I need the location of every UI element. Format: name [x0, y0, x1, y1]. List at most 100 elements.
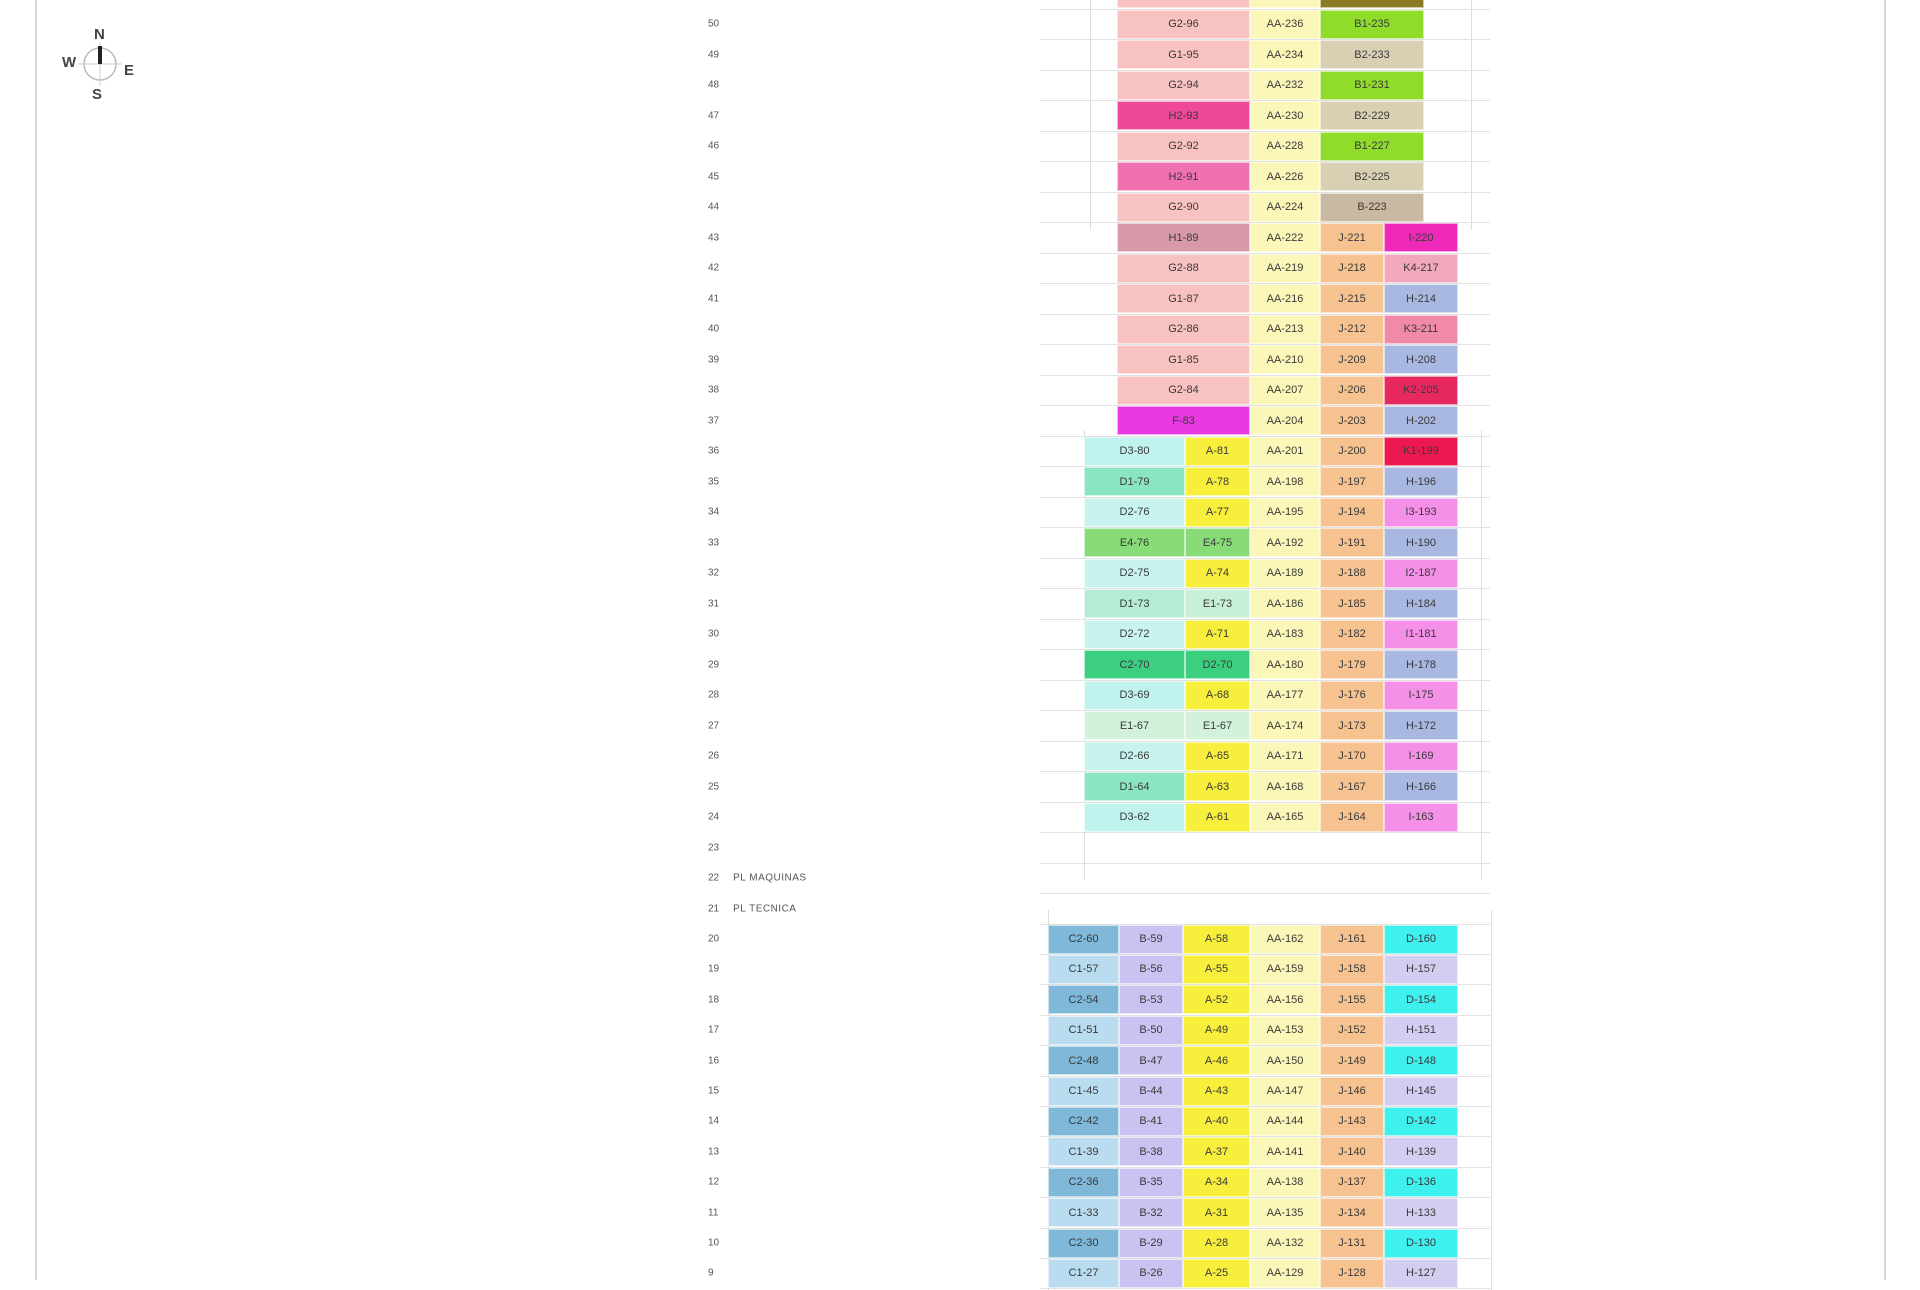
- unit-cell[interactable]: C1-33: [1048, 1198, 1119, 1228]
- unit-cell[interactable]: AA-189: [1250, 558, 1320, 588]
- unit-cell[interactable]: I-163: [1384, 802, 1458, 832]
- unit-cell[interactable]: H-196: [1384, 467, 1458, 496]
- unit-cell[interactable]: J-179: [1320, 650, 1384, 679]
- unit-cell[interactable]: AA-129: [1250, 1258, 1320, 1288]
- unit-cell[interactable]: AA-153: [1250, 1015, 1320, 1045]
- unit-cell[interactable]: J-134: [1320, 1198, 1384, 1228]
- unit-cell[interactable]: AA-236: [1250, 9, 1320, 39]
- unit-cell[interactable]: B-50: [1119, 1015, 1183, 1045]
- unit-cell[interactable]: H-157: [1384, 954, 1458, 984]
- unit-cell[interactable]: AA-195: [1250, 497, 1320, 527]
- unit-cell[interactable]: A-65: [1185, 741, 1250, 771]
- unit-cell[interactable]: G1-87: [1117, 284, 1250, 313]
- unit-cell[interactable]: H-178: [1384, 650, 1458, 679]
- unit-cell[interactable]: AA-150: [1250, 1046, 1320, 1076]
- unit-cell[interactable]: J-221: [1320, 223, 1384, 252]
- unit-cell[interactable]: J-143: [1320, 1106, 1384, 1136]
- unit-cell[interactable]: D-160: [1384, 924, 1458, 954]
- unit-cell[interactable]: J-176: [1320, 680, 1384, 710]
- unit-cell[interactable]: B1-227: [1320, 131, 1424, 161]
- unit-cell[interactable]: J-149: [1320, 1046, 1384, 1076]
- unit-cell[interactable]: H-127: [1384, 1258, 1458, 1288]
- unit-cell[interactable]: H-166: [1384, 772, 1458, 801]
- unit-cell[interactable]: B2-233: [1320, 40, 1424, 69]
- unit-cell[interactable]: AA-171: [1250, 741, 1320, 771]
- unit-cell[interactable]: E4-76: [1084, 528, 1185, 557]
- unit-cell[interactable]: AA-210: [1250, 345, 1320, 374]
- unit-cell[interactable]: C1-45: [1048, 1076, 1119, 1106]
- unit-cell[interactable]: AA-162: [1250, 924, 1320, 954]
- unit-cell[interactable]: A-58: [1183, 924, 1250, 954]
- unit-cell[interactable]: AA-165: [1250, 802, 1320, 832]
- unit-cell[interactable]: B-38: [1119, 1137, 1183, 1167]
- unit-cell[interactable]: J-209: [1320, 345, 1384, 374]
- unit-cell[interactable]: B-35: [1119, 1167, 1183, 1197]
- unit-cell[interactable]: AA-141: [1250, 1137, 1320, 1167]
- unit-cell[interactable]: I-175: [1384, 680, 1458, 710]
- unit-cell[interactable]: D3-80: [1084, 436, 1185, 466]
- unit-cell[interactable]: A-78: [1185, 467, 1250, 496]
- unit-cell[interactable]: D1-64: [1084, 772, 1185, 801]
- unit-cell[interactable]: AA-138: [1250, 1167, 1320, 1197]
- unit-cell[interactable]: G1-95: [1117, 40, 1250, 69]
- unit-cell[interactable]: J-218: [1320, 253, 1384, 283]
- unit-cell[interactable]: A-28: [1183, 1228, 1250, 1258]
- unit-cell[interactable]: D2-72: [1084, 619, 1185, 649]
- unit-cell[interactable]: E1-67: [1084, 711, 1185, 740]
- unit-cell[interactable]: D-154: [1384, 985, 1458, 1015]
- unit-cell[interactable]: J-146: [1320, 1076, 1384, 1106]
- unit-cell[interactable]: AA-192: [1250, 528, 1320, 557]
- unit-cell[interactable]: J-191: [1320, 528, 1384, 557]
- unit-cell[interactable]: A-61: [1185, 802, 1250, 832]
- unit-cell[interactable]: A-46: [1183, 1046, 1250, 1076]
- unit-cell[interactable]: J-140: [1320, 1137, 1384, 1167]
- unit-cell[interactable]: AA-204: [1250, 406, 1320, 435]
- unit-cell[interactable]: C2-42: [1048, 1106, 1119, 1136]
- unit-cell[interactable]: G2-96: [1117, 9, 1250, 39]
- unit-cell[interactable]: A-63: [1185, 772, 1250, 801]
- unit-cell[interactable]: AA-156: [1250, 985, 1320, 1015]
- unit-cell[interactable]: AA-135: [1250, 1198, 1320, 1228]
- unit-cell[interactable]: H1-89: [1117, 223, 1250, 252]
- unit-cell[interactable]: C1-27: [1048, 1258, 1119, 1288]
- unit-cell[interactable]: E1-67: [1185, 711, 1250, 740]
- unit-cell[interactable]: AA-198: [1250, 467, 1320, 496]
- unit-cell[interactable]: H-202: [1384, 406, 1458, 435]
- unit-cell[interactable]: B2-225: [1320, 162, 1424, 191]
- unit-cell[interactable]: J-215: [1320, 284, 1384, 313]
- unit-cell[interactable]: AA-183: [1250, 619, 1320, 649]
- unit-cell[interactable]: J-152: [1320, 1015, 1384, 1045]
- unit-cell[interactable]: J-182: [1320, 619, 1384, 649]
- unit-cell[interactable]: B1-231: [1320, 70, 1424, 100]
- unit-cell[interactable]: D3-62: [1084, 802, 1185, 832]
- unit-cell[interactable]: H-172: [1384, 711, 1458, 740]
- unit-cell[interactable]: I-169: [1384, 741, 1458, 771]
- unit-cell[interactable]: G2-84: [1117, 375, 1250, 405]
- unit-cell[interactable]: B-47: [1119, 1046, 1183, 1076]
- unit-cell[interactable]: H-214: [1384, 284, 1458, 313]
- unit-cell[interactable]: C1-39: [1048, 1137, 1119, 1167]
- unit-cell[interactable]: H-190: [1384, 528, 1458, 557]
- unit-cell[interactable]: G2-90: [1117, 192, 1250, 222]
- unit-cell[interactable]: D-148: [1384, 1046, 1458, 1076]
- unit-cell[interactable]: I-220: [1384, 223, 1458, 252]
- unit-cell[interactable]: A-71: [1185, 619, 1250, 649]
- unit-cell[interactable]: A-68: [1185, 680, 1250, 710]
- unit-cell[interactable]: J-200: [1320, 436, 1384, 466]
- unit-cell[interactable]: C2-54: [1048, 985, 1119, 1015]
- unit-cell[interactable]: H-151: [1384, 1015, 1458, 1045]
- unit-cell[interactable]: E1-73: [1185, 589, 1250, 618]
- unit-cell[interactable]: J-170: [1320, 741, 1384, 771]
- unit-cell[interactable]: A-34: [1183, 1167, 1250, 1197]
- unit-cell[interactable]: G2-86: [1117, 314, 1250, 344]
- unit-cell[interactable]: G2-94: [1117, 70, 1250, 100]
- unit-cell[interactable]: B-53: [1119, 985, 1183, 1015]
- unit-cell[interactable]: C2-60: [1048, 924, 1119, 954]
- unit-cell[interactable]: C1-57: [1048, 954, 1119, 984]
- unit-cell[interactable]: AA-216: [1250, 284, 1320, 313]
- unit-cell[interactable]: B-56: [1119, 954, 1183, 984]
- unit-cell[interactable]: AA-180: [1250, 650, 1320, 679]
- unit-cell[interactable]: A-74: [1185, 558, 1250, 588]
- unit-cell[interactable]: H-133: [1384, 1198, 1458, 1228]
- unit-cell[interactable]: J-206: [1320, 375, 1384, 405]
